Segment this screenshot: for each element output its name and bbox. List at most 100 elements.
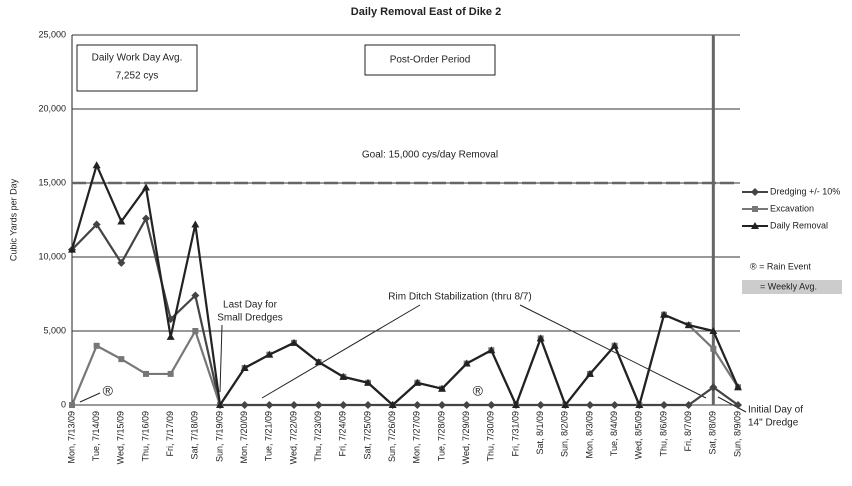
- annotation: Daily Work Day Avg.: [92, 53, 183, 64]
- y-axis-label: Cubic Yards per Day: [8, 178, 18, 261]
- annotation-box: [364, 44, 496, 76]
- marker: [240, 364, 249, 371]
- x-tick-label: Wed, 7/15/09: [116, 411, 126, 464]
- annotation: Post-Order Period: [390, 55, 471, 66]
- x-tick-label: Sat, 8/8/09: [708, 411, 718, 455]
- marker: [265, 350, 274, 358]
- marker: [191, 291, 200, 300]
- rain-marker: ®: [473, 383, 484, 399]
- x-tick-label: Sun, 8/2/09: [560, 411, 570, 457]
- marker: [751, 188, 759, 196]
- marker: [290, 401, 298, 409]
- marker: [117, 258, 126, 267]
- marker: [438, 401, 446, 409]
- chart-title: Daily Removal East of Dike 2: [351, 6, 501, 18]
- marker: [143, 370, 149, 377]
- x-tick-label: Wed, 7/22/09: [288, 411, 298, 464]
- marker: [167, 370, 174, 377]
- marker: [536, 401, 545, 409]
- x-tick-label: Thu, 7/30/09: [486, 411, 496, 462]
- y-tick-label: 15,000: [38, 177, 66, 187]
- marker: [734, 401, 742, 409]
- x-tick-label: Sat, 8/1/09: [535, 411, 545, 455]
- x-tick-label: Fri, 7/17/09: [165, 411, 175, 457]
- x-tick-label: Wed, 7/29/09: [461, 411, 471, 464]
- x-tick-label: Fri, 8/7/09: [683, 411, 693, 452]
- marker: [314, 358, 323, 366]
- annotation: Initial Day of: [748, 405, 803, 416]
- rain-marker: ®: [103, 383, 114, 399]
- series-line: [70, 162, 740, 409]
- marker: [364, 401, 372, 409]
- x-tick-label: Thu, 7/23/09: [313, 411, 323, 462]
- marker: [192, 328, 199, 334]
- arrow: [519, 304, 707, 399]
- marker: [265, 401, 274, 409]
- y-tick-label: 25,000: [38, 29, 66, 39]
- marker: [487, 401, 496, 409]
- marker: [462, 359, 471, 367]
- marker: [586, 369, 594, 377]
- marker: [290, 338, 298, 346]
- marker: [413, 401, 422, 409]
- marker: [684, 401, 693, 409]
- marker: [92, 220, 101, 229]
- x-tick-label: Fri, 7/31/09: [510, 411, 520, 457]
- marker: [635, 401, 644, 408]
- marker: [69, 402, 75, 408]
- marker: [216, 401, 224, 408]
- annotation: Rim Ditch Stabilization (thru 8/7): [388, 292, 531, 303]
- marker: [684, 321, 693, 329]
- x-tick-label: Sun, 8/9/09: [732, 411, 742, 457]
- annotation: 14" Dredge: [748, 418, 799, 429]
- marker: [388, 401, 397, 408]
- annotation: 7,252 cys: [116, 71, 159, 82]
- marker: [142, 214, 150, 223]
- marker: [710, 345, 717, 352]
- marker: [118, 356, 125, 363]
- y-tick-label: 0: [61, 399, 66, 409]
- arrow: [79, 392, 101, 403]
- marker: [660, 401, 668, 409]
- legend-label: = Weekly Avg.: [760, 281, 817, 291]
- arrow: [261, 304, 421, 399]
- x-tick-label: Thu, 7/16/09: [140, 411, 150, 462]
- marker: [117, 217, 126, 225]
- marker: [191, 220, 200, 228]
- marker: [462, 401, 471, 409]
- x-tick-label: Mon, 7/13/09: [66, 411, 76, 464]
- x-tick-label: Fri, 7/24/09: [338, 411, 348, 457]
- annotation-box: [76, 44, 198, 92]
- legend-label: ® = Rain Event: [750, 261, 811, 271]
- annotation: Last Day for: [223, 300, 278, 311]
- legend-label: Excavation: [770, 203, 814, 213]
- x-tick-label: Wed, 8/5/09: [634, 411, 644, 459]
- marker: [93, 342, 100, 349]
- legend-label: Dredging +/- 10%: [770, 186, 840, 196]
- marker: [487, 346, 496, 354]
- marker: [751, 222, 759, 229]
- x-tick-label: Mon, 8/3/09: [584, 411, 594, 459]
- arrow: [219, 324, 223, 393]
- x-tick-label: Tue, 7/21/09: [264, 411, 274, 461]
- marker: [536, 334, 545, 342]
- x-tick-label: Thu, 8/6/09: [658, 411, 668, 457]
- legend-swatch: [742, 280, 842, 294]
- marker: [660, 310, 668, 318]
- x-tick-label: Tue, 7/28/09: [436, 411, 446, 461]
- marker: [709, 327, 718, 334]
- marker: [734, 383, 742, 391]
- marker: [142, 183, 150, 191]
- legend-label: Daily Removal: [770, 220, 828, 230]
- marker: [92, 161, 101, 169]
- x-tick-label: Tue, 8/4/09: [609, 411, 619, 456]
- marker: [610, 341, 619, 349]
- x-tick-label: Sun, 7/19/09: [214, 411, 224, 462]
- marker: [438, 384, 446, 392]
- marker: [314, 401, 323, 409]
- marker: [709, 383, 718, 392]
- x-tick-label: Tue, 7/14/09: [91, 411, 101, 461]
- x-tick-label: Mon, 7/27/09: [412, 411, 422, 464]
- y-tick-label: 10,000: [38, 251, 66, 261]
